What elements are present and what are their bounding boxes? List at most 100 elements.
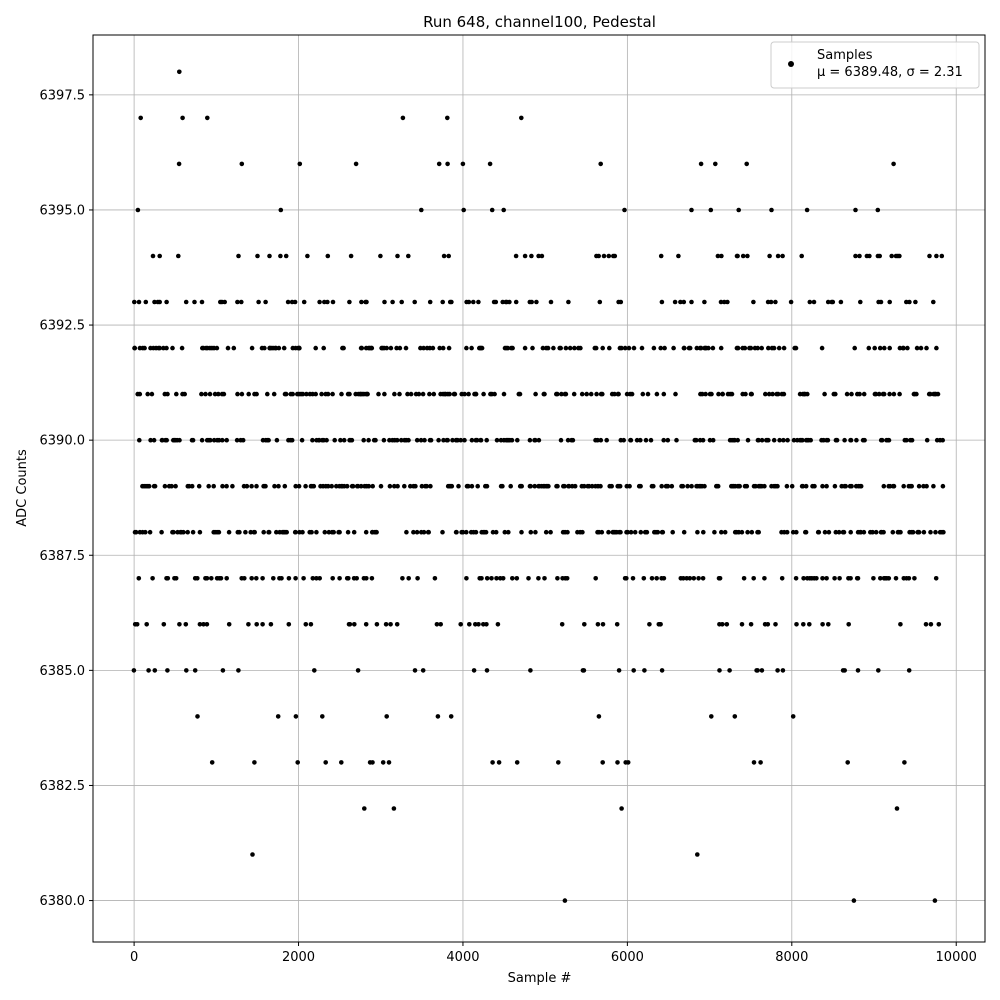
data-point [216, 529, 222, 535]
data-point [924, 483, 929, 489]
data-point [661, 391, 667, 397]
data-point [157, 345, 162, 351]
data-point [629, 391, 635, 397]
data-point [295, 760, 301, 765]
data-point [855, 576, 861, 581]
data-point [204, 622, 210, 627]
data-point [339, 760, 344, 765]
data-point [384, 714, 390, 719]
data-point [536, 576, 541, 581]
data-point [871, 576, 876, 581]
data-point [902, 760, 907, 765]
data-point [462, 437, 467, 443]
data-point [293, 576, 298, 581]
data-point [420, 668, 426, 673]
data-point [489, 207, 495, 213]
data-point [493, 299, 499, 305]
data-point [494, 576, 499, 581]
data-point [572, 483, 578, 489]
data-point [751, 299, 756, 305]
data-point [132, 299, 137, 305]
data-point [682, 345, 687, 351]
data-point [138, 115, 143, 121]
data-point [136, 576, 142, 581]
data-point [408, 483, 413, 489]
data-point [252, 760, 257, 765]
data-point [330, 299, 336, 305]
data-point [275, 714, 281, 719]
data-point [742, 345, 748, 351]
data-point [596, 714, 602, 719]
data-point [680, 483, 686, 489]
data-point [376, 391, 381, 397]
chart-title: Run 648, channel100, Pedestal [423, 13, 656, 31]
data-point [700, 391, 705, 397]
data-point [665, 437, 671, 443]
data-point [638, 483, 643, 489]
data-point [236, 253, 241, 259]
data-point [354, 576, 360, 581]
data-point [563, 391, 569, 397]
data-point [528, 529, 534, 535]
data-point [914, 391, 919, 397]
data-point [299, 437, 305, 443]
data-point [555, 576, 560, 581]
data-point [876, 391, 882, 397]
data-point [631, 345, 637, 351]
data-point [848, 437, 854, 443]
data-point [509, 437, 515, 443]
data-point [789, 483, 795, 489]
data-point [260, 622, 265, 627]
data-point [745, 437, 751, 443]
data-point [330, 391, 335, 397]
data-point [654, 391, 660, 397]
data-point [641, 576, 647, 581]
data-point [672, 299, 678, 305]
data-point [628, 529, 634, 535]
data-point [208, 437, 213, 443]
data-point [801, 576, 806, 581]
data-point [226, 622, 232, 627]
data-point [192, 299, 197, 305]
data-point [909, 483, 914, 489]
data-point [820, 576, 825, 581]
data-point [351, 529, 357, 535]
data-point [558, 437, 564, 443]
data-point [632, 529, 638, 535]
data-point [543, 529, 549, 535]
data-point [378, 253, 383, 259]
data-point [773, 622, 778, 627]
data-point [384, 345, 390, 351]
y-tick-label: 6395.0 [40, 203, 86, 218]
data-point [364, 576, 369, 581]
data-point [265, 391, 270, 397]
data-point [466, 483, 471, 489]
data-point [901, 483, 906, 489]
data-point [932, 898, 938, 903]
data-point [916, 529, 922, 535]
data-point [323, 760, 329, 765]
data-point [181, 529, 186, 535]
data-point [234, 437, 240, 443]
data-point [411, 529, 416, 535]
data-point [235, 391, 240, 397]
data-point [542, 576, 547, 581]
data-point [528, 668, 533, 673]
data-point [745, 529, 750, 535]
data-point [601, 253, 607, 259]
data-point [475, 483, 481, 489]
data-point [720, 622, 725, 627]
data-point [756, 437, 761, 443]
data-point [857, 253, 862, 259]
data-point [625, 760, 631, 765]
data-point [565, 529, 570, 535]
data-point [638, 529, 644, 535]
data-point [600, 622, 606, 627]
data-point [687, 576, 693, 581]
data-point [471, 299, 476, 305]
data-point [419, 207, 424, 213]
data-point [374, 529, 379, 535]
data-point [904, 437, 909, 443]
data-point [703, 391, 708, 397]
